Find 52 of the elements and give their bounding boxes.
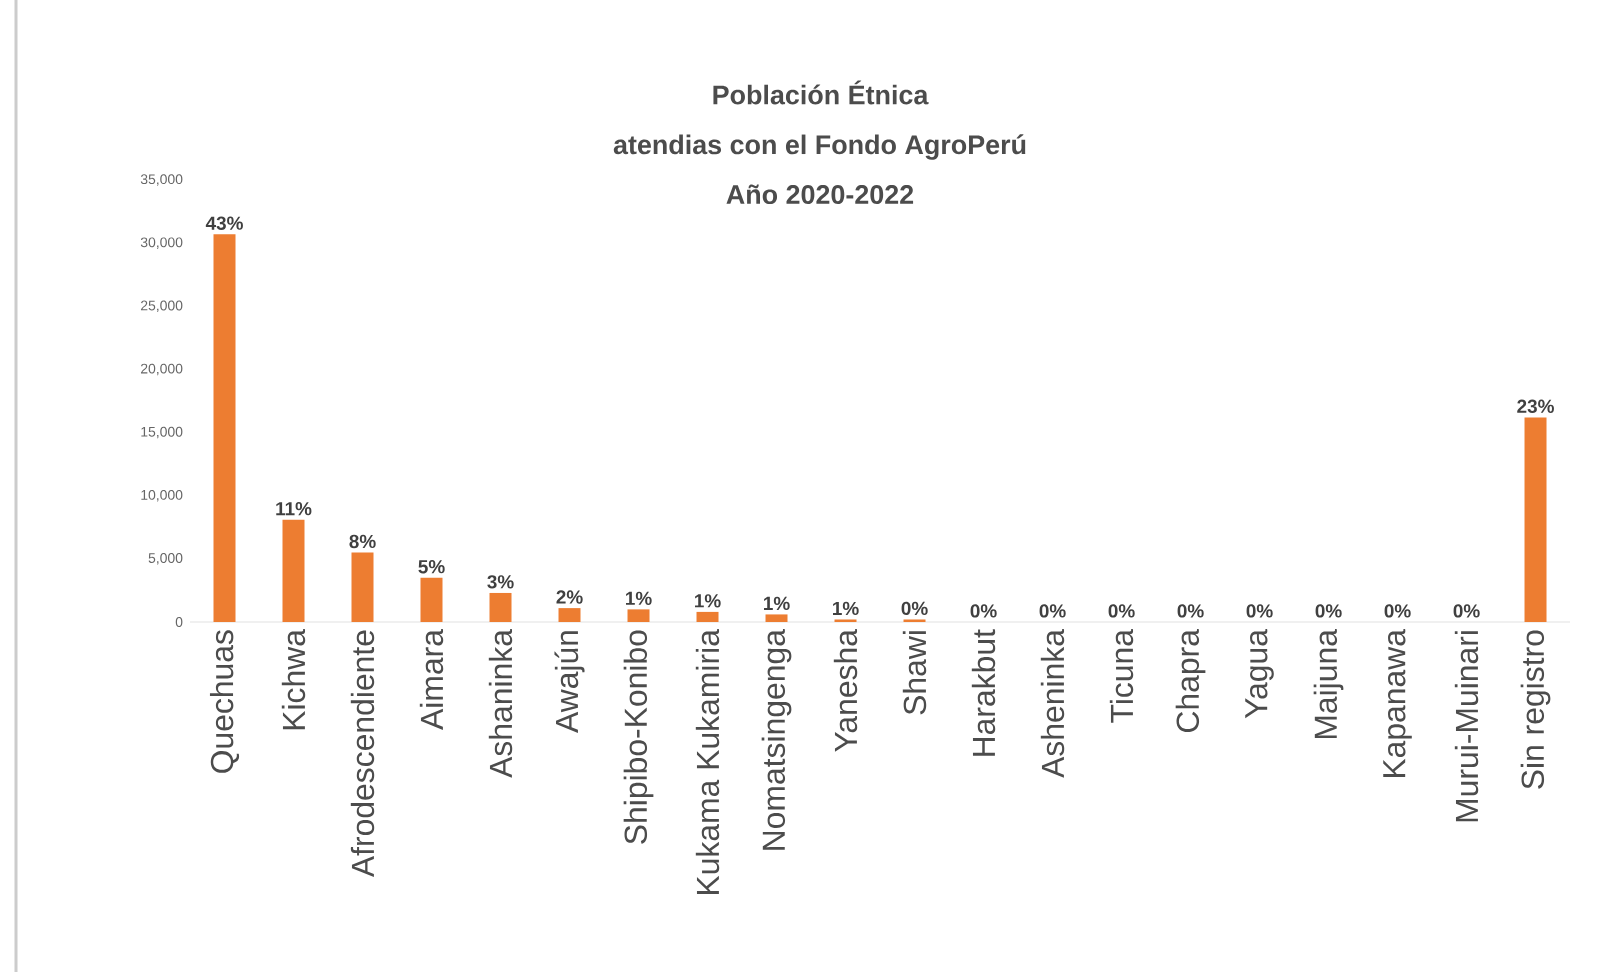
x-tick-label: Awajún bbox=[554, 631, 585, 733]
annotation: 0% bbox=[1177, 604, 1204, 618]
bar bbox=[351, 552, 374, 622]
x-tick-label: Afrodescendiente bbox=[350, 630, 375, 878]
x-tick-label: Yagua bbox=[1245, 629, 1274, 719]
x-tick-label: Murui-Muinari bbox=[1454, 631, 1479, 822]
x-tick-label: Nomatsingenga bbox=[761, 629, 792, 850]
bar bbox=[1524, 417, 1547, 622]
annotation: 1% bbox=[695, 594, 721, 608]
chart-title: Población Étnica bbox=[713, 80, 929, 105]
annotation: 0% bbox=[1246, 604, 1273, 618]
x-tick-label: Ashaninka bbox=[488, 629, 513, 778]
annotation: 1% bbox=[833, 601, 859, 616]
x-tick-label: Kichwa bbox=[281, 629, 306, 730]
x-tick-label: Asheninka bbox=[1040, 629, 1065, 778]
annotation: 43% bbox=[205, 216, 243, 230]
bar bbox=[627, 609, 650, 622]
annotation: 0% bbox=[1453, 604, 1480, 618]
x-tick-label: Maijuna bbox=[1313, 629, 1344, 739]
annotation: 0% bbox=[1315, 604, 1342, 618]
bar bbox=[765, 614, 788, 622]
annotation: 5% bbox=[418, 560, 445, 574]
bar bbox=[696, 611, 719, 622]
x-tick-label: Harakbut bbox=[971, 629, 996, 756]
bar bbox=[489, 592, 512, 622]
annotation: 1% bbox=[764, 596, 790, 611]
bar bbox=[282, 519, 305, 622]
annotation: 11% bbox=[276, 501, 312, 516]
annotation: 1% bbox=[626, 591, 652, 605]
x-tick-label: Chapra bbox=[1175, 629, 1206, 732]
annotation: 2% bbox=[556, 590, 583, 604]
x-tick-label: Ticuna bbox=[1109, 629, 1134, 723]
x-tick-label: Shipibo-Konibo bbox=[623, 630, 654, 844]
annotation: 0% bbox=[1108, 604, 1135, 618]
annotation: 0% bbox=[1039, 604, 1066, 618]
annotation: 23% bbox=[1517, 399, 1554, 414]
x-tick-label: Kapanawa bbox=[1383, 629, 1412, 778]
annotation: 8% bbox=[349, 534, 376, 549]
annotation: 0% bbox=[970, 604, 997, 618]
x-tick-label: Yanesha bbox=[833, 629, 858, 752]
x-tick-label: Kukama Kukamiria bbox=[695, 629, 720, 894]
x-tick-label: Aimara bbox=[419, 629, 444, 730]
bar bbox=[420, 577, 443, 622]
bar bbox=[558, 608, 581, 622]
x-tick-label: Shawi bbox=[902, 631, 927, 715]
x-tick-label: Quechuas bbox=[209, 630, 240, 773]
chart-subtitle: atendias con el Fondo AgroPerú Año 2020-2022 bbox=[613, 134, 1026, 205]
annotation: 0% bbox=[901, 601, 928, 616]
annotation: 0% bbox=[1384, 604, 1411, 618]
bar bbox=[213, 234, 236, 622]
x-tick-label: Sin registro bbox=[1520, 630, 1551, 789]
annotation: 3% bbox=[487, 575, 514, 589]
